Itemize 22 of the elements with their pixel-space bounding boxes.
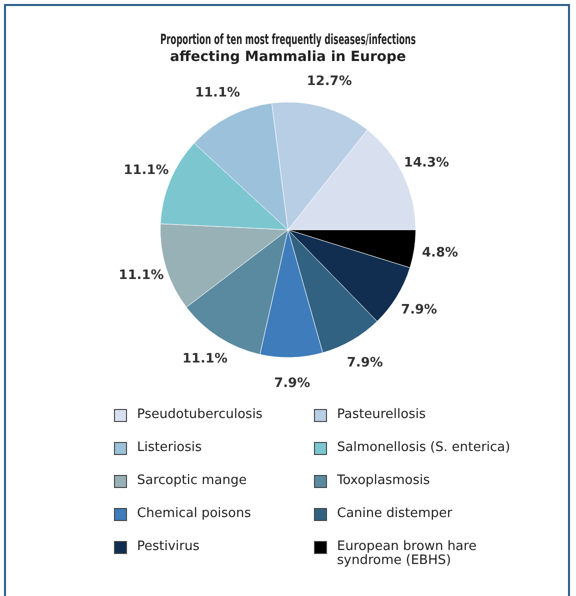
- legend-label: Canine distemper: [337, 506, 452, 521]
- legend-label: Pestivirus: [137, 539, 200, 554]
- data-label: 11.1%: [194, 86, 240, 101]
- data-label: 7.9%: [401, 302, 438, 318]
- legend-label: Pasteurellosis: [337, 407, 426, 422]
- legend-label: Listeriosis: [137, 440, 202, 455]
- legend-label: Sarcoptic mange: [137, 473, 247, 488]
- data-label: 11.1%: [118, 268, 164, 283]
- legend-label: Salmonellosis (S. enterica): [337, 440, 510, 455]
- legend-label: European brown hare syndrome (EBHS): [337, 539, 478, 568]
- data-label: 7.9%: [346, 355, 383, 370]
- data-label: 14.3%: [404, 155, 450, 170]
- data-label: 11.1%: [124, 162, 169, 178]
- text: affecting Mammalia in Europe: [170, 48, 406, 65]
- data-label: 7.9%: [274, 376, 310, 391]
- data-label: 11.1%: [182, 352, 228, 367]
- data-label: 4.8%: [422, 245, 458, 260]
- legend-label: Chemical poisons: [137, 506, 252, 521]
- legend-label: Pseudotuberculosis: [137, 407, 263, 422]
- legend-label: Toxoplasmosis: [337, 473, 430, 488]
- text: Proportion of ten most frequently diseases/infections: [160, 30, 416, 48]
- data-label: 12.7%: [306, 74, 352, 90]
